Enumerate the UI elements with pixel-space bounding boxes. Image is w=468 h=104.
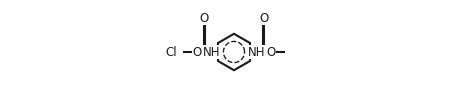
Text: O: O bbox=[199, 12, 209, 25]
Text: NH: NH bbox=[248, 46, 265, 58]
Text: O: O bbox=[266, 46, 275, 58]
Text: NH: NH bbox=[203, 46, 220, 58]
Text: O: O bbox=[259, 12, 269, 25]
Text: Cl: Cl bbox=[165, 46, 176, 58]
Text: O: O bbox=[193, 46, 202, 58]
